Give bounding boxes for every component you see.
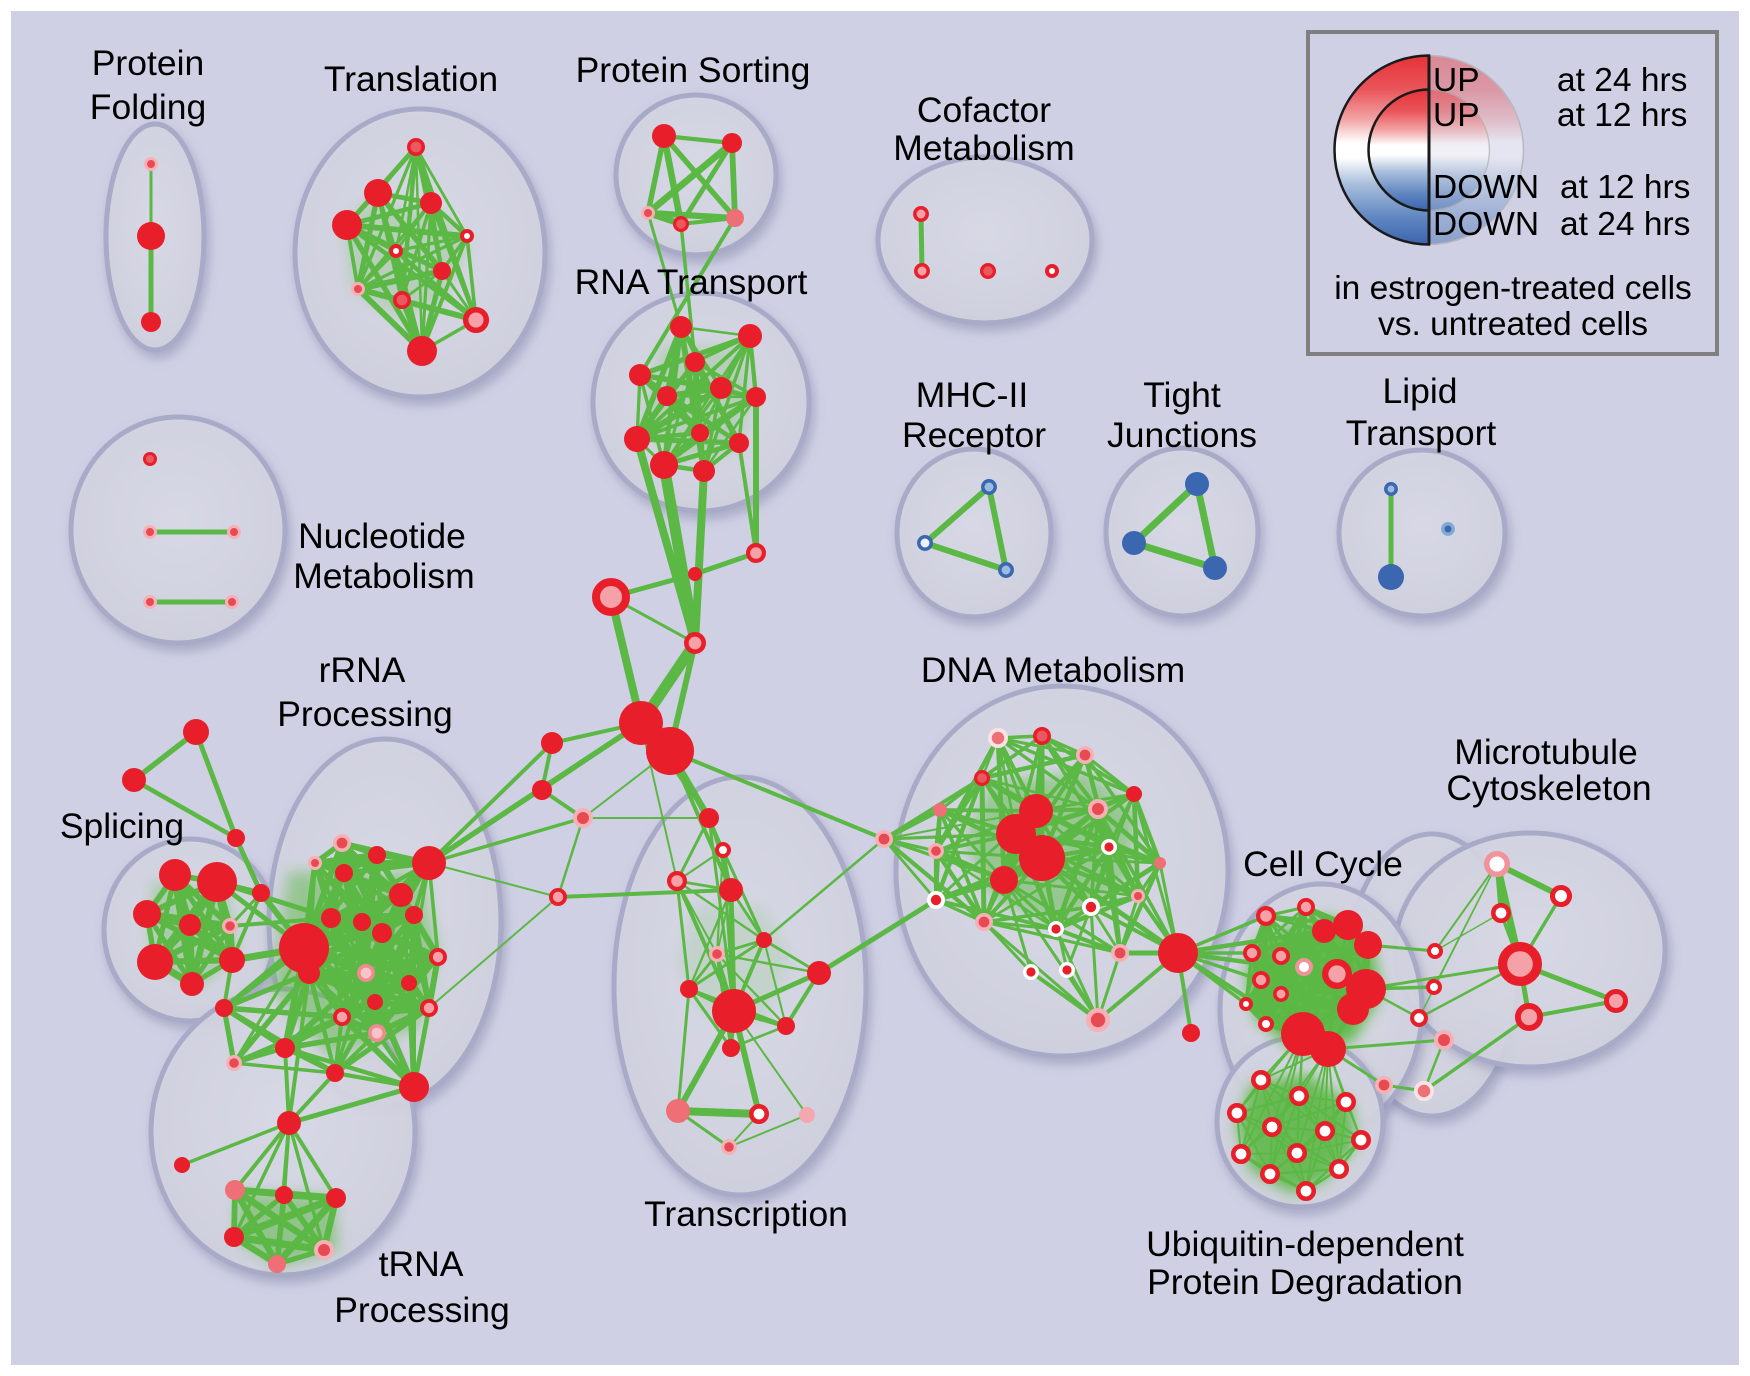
svg-text:Cofactor: Cofactor (917, 90, 1051, 130)
svg-text:tRNA: tRNA (379, 1244, 464, 1284)
svg-text:RNA Transport: RNA Transport (575, 262, 808, 302)
svg-text:Processing: Processing (334, 1290, 510, 1330)
svg-text:in estrogen-treated cells: in estrogen-treated cells (1334, 270, 1692, 307)
svg-text:at 12 hrs: at 12 hrs (1557, 97, 1687, 134)
svg-text:Protein: Protein (92, 43, 204, 83)
svg-text:Splicing: Splicing (60, 806, 184, 846)
svg-text:Junctions: Junctions (1107, 415, 1257, 455)
svg-text:Transport: Transport (1346, 413, 1497, 453)
svg-text:Transcription: Transcription (644, 1194, 848, 1234)
svg-text:Metabolism: Metabolism (293, 556, 475, 596)
svg-text:Tight: Tight (1143, 375, 1221, 415)
svg-text:Receptor: Receptor (902, 415, 1046, 455)
svg-text:Ubiquitin-dependent: Ubiquitin-dependent (1146, 1224, 1464, 1264)
svg-text:at 24 hrs: at 24 hrs (1560, 206, 1690, 243)
svg-text:Translation: Translation (324, 59, 498, 99)
svg-text:DOWN: DOWN (1433, 169, 1539, 206)
svg-text:Metabolism: Metabolism (893, 128, 1075, 168)
svg-text:Protein Degradation: Protein Degradation (1147, 1262, 1463, 1302)
svg-text:UP: UP (1433, 97, 1480, 134)
svg-text:Cytoskeleton: Cytoskeleton (1446, 768, 1651, 808)
svg-text:Folding: Folding (90, 87, 206, 127)
svg-text:Protein Sorting: Protein Sorting (576, 50, 811, 90)
svg-text:at 12 hrs: at 12 hrs (1560, 169, 1690, 206)
svg-text:vs. untreated cells: vs. untreated cells (1378, 306, 1648, 343)
svg-text:Cell Cycle: Cell Cycle (1243, 844, 1403, 884)
svg-text:Processing: Processing (277, 694, 453, 734)
svg-text:Lipid: Lipid (1382, 371, 1457, 411)
svg-text:at 24 hrs: at 24 hrs (1557, 62, 1687, 99)
svg-text:Microtubule: Microtubule (1454, 732, 1638, 772)
svg-text:DOWN: DOWN (1433, 206, 1539, 243)
svg-text:DNA Metabolism: DNA Metabolism (921, 650, 1185, 690)
svg-text:rRNA: rRNA (319, 650, 406, 690)
svg-text:Nucleotide: Nucleotide (298, 516, 466, 556)
svg-text:UP: UP (1433, 62, 1480, 99)
svg-text:MHC-II: MHC-II (916, 375, 1028, 415)
